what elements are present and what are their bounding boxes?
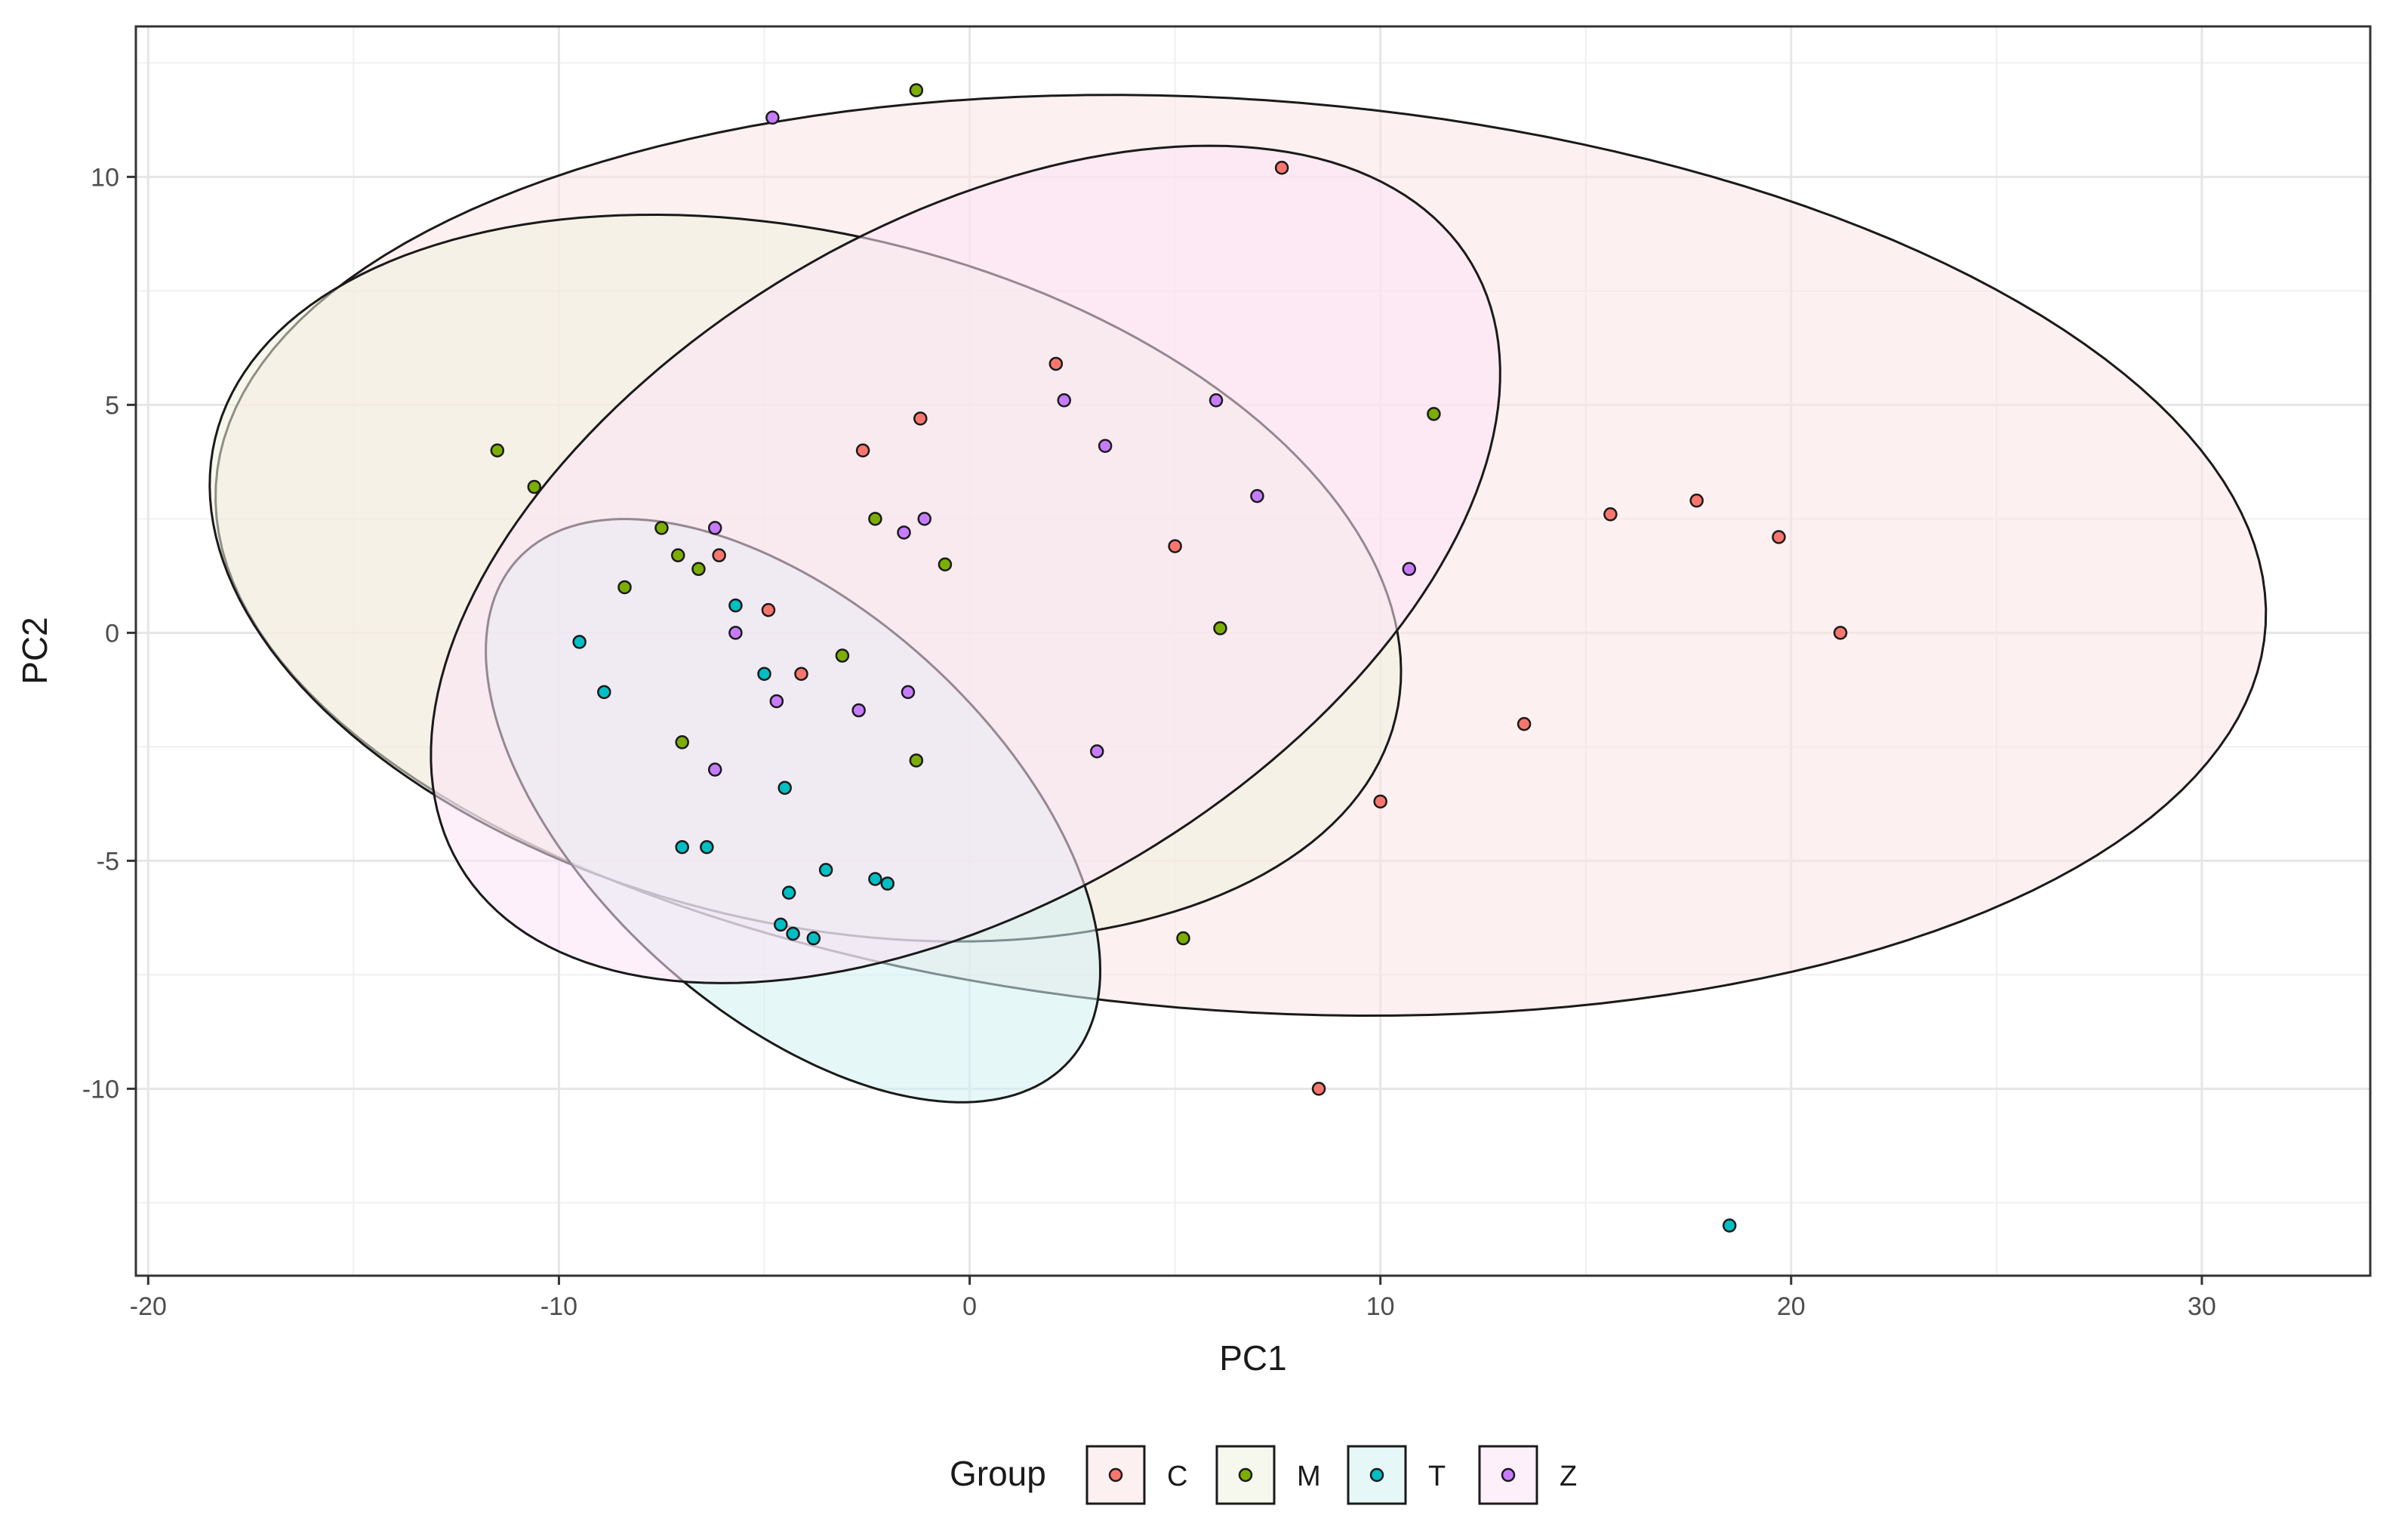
point-T — [597, 685, 611, 700]
legend-title: Group — [950, 1454, 1046, 1493]
point-M — [654, 521, 669, 535]
ellipse-Z — [430, 144, 1501, 984]
y-tick-label: -10 — [82, 1075, 119, 1104]
point-M — [617, 580, 632, 595]
point-Z — [851, 703, 866, 718]
point-Z — [1250, 488, 1264, 503]
y-axis-title: PC2 — [15, 617, 54, 684]
point-C — [1517, 716, 1532, 731]
point-C — [855, 443, 870, 457]
point-T — [818, 863, 833, 877]
point-T — [781, 885, 796, 900]
x-tick-label: 0 — [962, 1292, 977, 1321]
point-T — [1722, 1218, 1737, 1233]
point-T — [700, 839, 714, 854]
y-tick-label: 5 — [105, 391, 119, 420]
point-T — [868, 872, 882, 886]
x-tick-label: -20 — [130, 1292, 167, 1321]
x-tick-label: -10 — [540, 1292, 577, 1321]
point-M — [835, 648, 850, 663]
point-C — [761, 602, 776, 617]
point-T — [728, 598, 743, 613]
point-M — [691, 562, 706, 577]
x-tick-label: 30 — [2188, 1292, 2216, 1321]
point-C — [1168, 539, 1182, 553]
x-tick-label: 10 — [1366, 1292, 1395, 1321]
x-tick-label: 20 — [1777, 1292, 1806, 1321]
point-M — [675, 735, 689, 750]
point-C — [1603, 507, 1618, 522]
point-C — [1274, 160, 1289, 175]
point-T — [786, 926, 800, 941]
point-M — [670, 548, 685, 562]
point-Z — [917, 512, 931, 526]
point-M — [868, 512, 882, 526]
point-T — [757, 667, 771, 681]
legend-label-C: C — [1167, 1461, 1187, 1492]
point-C — [712, 548, 726, 562]
point-M — [1176, 931, 1190, 946]
x-axis-title: PC1 — [1219, 1338, 1286, 1378]
point-T — [774, 917, 788, 932]
y-tick-label: 0 — [105, 619, 119, 648]
point-C — [1311, 1082, 1326, 1096]
point-T — [880, 876, 895, 891]
point-C — [1833, 626, 1848, 640]
y-tick-label: 10 — [91, 163, 119, 192]
point-Z — [1098, 439, 1113, 453]
legend-label-M: M — [1297, 1461, 1321, 1492]
axes: -20 -10 0 10 20 30 -10 -5 0 5 10 — [82, 163, 2216, 1321]
data-points — [490, 83, 1848, 1233]
point-M — [1213, 621, 1227, 636]
point-M — [938, 557, 953, 571]
legend-marker-C — [1108, 1467, 1123, 1483]
point-C — [1772, 530, 1786, 544]
point-Z — [1057, 393, 1071, 408]
point-Z — [707, 762, 722, 777]
point-C — [913, 411, 928, 426]
point-T — [572, 635, 587, 649]
point-Z — [897, 525, 911, 540]
point-Z — [728, 626, 743, 640]
point-C — [1048, 356, 1064, 371]
point-T — [806, 931, 821, 946]
legend-marker-Z — [1501, 1467, 1516, 1483]
legend-label-T: T — [1428, 1461, 1446, 1492]
point-M — [1427, 407, 1441, 421]
point-M — [909, 83, 924, 97]
point-C — [1373, 794, 1387, 809]
y-tick-label: -5 — [97, 847, 119, 876]
point-M — [909, 753, 924, 768]
point-Z — [769, 694, 784, 709]
point-Z — [707, 521, 722, 535]
point-C — [794, 667, 808, 681]
legend-marker-T — [1369, 1467, 1384, 1483]
point-M — [490, 443, 505, 457]
point-Z — [1089, 744, 1104, 759]
legend: Group C M T Z — [950, 1445, 1577, 1505]
point-Z — [765, 110, 780, 125]
panel-border — [134, 25, 2372, 1277]
point-M — [527, 479, 542, 494]
point-T — [675, 839, 689, 854]
point-Z — [1209, 393, 1224, 408]
point-T — [778, 781, 792, 795]
confidence-ellipses — [208, 94, 2268, 1104]
point-Z — [901, 685, 916, 700]
point-Z — [1402, 562, 1417, 577]
point-C — [1689, 493, 1704, 508]
legend-label-Z: Z — [1560, 1461, 1577, 1492]
legend-marker-M — [1238, 1467, 1253, 1483]
